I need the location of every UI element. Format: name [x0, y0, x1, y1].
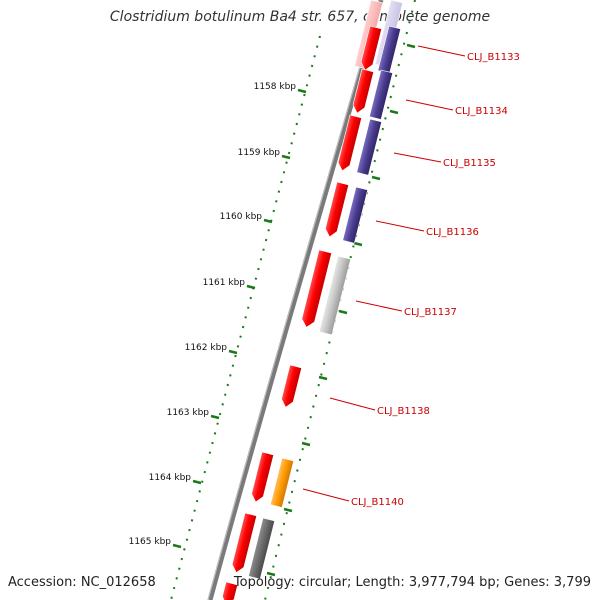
gene-label-leader	[393, 152, 442, 163]
gene-label: CLJ_B1133	[467, 52, 520, 63]
cds-arrow	[352, 68, 375, 114]
backbone-arc	[207, 0, 384, 600]
inner-ring-tick	[301, 441, 311, 447]
inner-ring-tick	[389, 109, 399, 115]
cds-arrow	[231, 512, 258, 574]
gene-label: CLJ_B1137	[404, 307, 457, 318]
inner-ring-tick	[406, 43, 416, 49]
ruler-tick	[210, 414, 220, 420]
cds-arrow	[325, 181, 350, 238]
cds-arrow	[222, 581, 239, 600]
ruler-tick-label: 1164 kbp	[149, 473, 192, 483]
cds-arrow	[251, 451, 275, 503]
blast-hit-block	[342, 186, 369, 244]
ruler-tick-label: 1160 kbp	[220, 212, 263, 222]
ruler-tick	[297, 88, 307, 94]
accession-text: Accession: NC_012658	[8, 575, 156, 590]
ruler-dotted-arc	[170, 35, 321, 600]
gene-label: CLJ_B1135	[443, 158, 496, 169]
ruler-tick-label: 1161 kbp	[203, 278, 246, 288]
ruler-tick-label: 1162 kbp	[185, 343, 228, 353]
gene-label-leader	[329, 397, 376, 411]
ruler-tick	[246, 284, 256, 290]
inner-ring-tick	[266, 571, 276, 577]
inner-ring-tick	[371, 175, 381, 181]
gene-label-leader	[405, 99, 454, 111]
ruler-tick	[228, 349, 238, 355]
gene-label: CLJ_B1134	[455, 106, 508, 117]
ruler-tick	[172, 543, 182, 549]
ruler-tick-label: 1159 kbp	[238, 148, 281, 158]
gene-label-leader	[302, 488, 350, 502]
inner-ring-tick	[353, 241, 363, 247]
gene-label: CLJ_B1140	[351, 497, 404, 508]
ruler-tick	[263, 218, 273, 224]
ruler-tick	[192, 479, 202, 485]
cds-arrow	[301, 249, 332, 328]
cds-arrow	[281, 364, 303, 408]
inner-ring-tick	[283, 507, 293, 513]
blast-hit-block	[369, 69, 394, 120]
grey-feature-block	[318, 255, 351, 336]
ruler-tick	[281, 154, 291, 160]
gene-label: CLJ_B1138	[377, 406, 430, 417]
cds-arrow	[360, 25, 383, 71]
cds-arrow	[337, 114, 363, 172]
topology-summary: Topology: circular; Length: 3,977,794 bp…	[233, 575, 591, 590]
dark-grey-feature-block	[248, 517, 276, 580]
gene-label-leader	[355, 300, 403, 312]
inner-ring-tick	[318, 375, 328, 381]
ruler-tick-label: 1158 kbp	[254, 82, 297, 92]
backbone-arc-highlight	[207, 0, 380, 600]
inner-ring-tick	[338, 309, 348, 315]
blast-hit-block	[356, 118, 383, 176]
ruler-tick-label: 1163 kbp	[167, 408, 210, 418]
orange-feature-block	[270, 457, 295, 508]
gene-label-leader	[417, 45, 466, 57]
ruler-tick-label: 1165 kbp	[129, 537, 172, 547]
gene-label: CLJ_B1136	[426, 227, 479, 238]
gene-label-leader	[375, 220, 425, 232]
